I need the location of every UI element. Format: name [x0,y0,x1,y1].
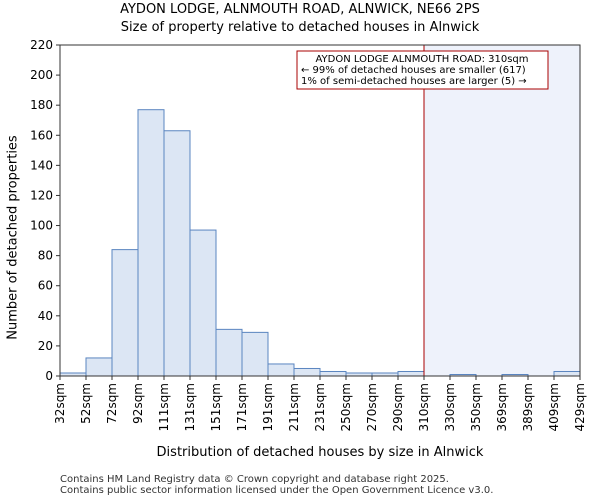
annotation-line-2: ← 99% of detached houses are smaller (61… [301,65,526,76]
x-tick-label: 111sqm [157,383,171,431]
annotation-line-3: 1% of semi-detached houses are larger (5… [301,76,527,87]
bar-131sqm [189,229,217,377]
x-tick-label: 211sqm [287,383,301,431]
marker-annotation: AYDON LODGE ALNMOUTH ROAD: 310sqm ← 99% … [296,50,549,90]
x-tick-label: 151sqm [209,383,223,431]
bar-52sqm [85,357,113,377]
bar-171sqm [241,331,269,377]
y-tick-label: 200 [30,68,53,82]
annotation-box [296,50,549,90]
bar-111sqm [163,130,191,377]
bar-151sqm [215,328,243,377]
bar-231sqm [319,370,347,377]
x-axis-label: Distribution of detached houses by size … [156,445,484,460]
x-tick-label: 231sqm [313,383,327,431]
x-tick-label: 270sqm [365,383,379,431]
highlight-region [424,45,580,376]
bar-290sqm [397,370,425,377]
x-tick-label: 131sqm [183,383,197,431]
x-tick-label: 310sqm [417,383,431,431]
x-tick-label: 171sqm [235,383,249,431]
y-tick-label: 20 [38,339,53,353]
x-tick-label: 350sqm [469,383,483,431]
x-tick-label: 429sqm [573,383,587,431]
x-tick-label: 72sqm [105,383,119,424]
y-tick-label: 60 [38,279,53,293]
y-tick-label: 0 [45,369,53,383]
chart-subtitle: Size of property relative to detached ho… [120,20,480,35]
footer-copyright: Contains HM Land Registry data © Crown c… [60,474,449,485]
y-tick-label: 180 [30,98,53,112]
footer-licence: Contains public sector information licen… [60,485,494,496]
x-tick-label: 290sqm [391,383,405,431]
x-tick-label: 389sqm [521,383,535,431]
x-tick-label: 92sqm [131,383,145,424]
y-tick-label: 120 [30,188,53,202]
bar-409sqm [553,370,581,377]
y-tick-label: 100 [30,219,53,233]
bars-group [59,109,581,377]
x-tick-label: 369sqm [495,383,509,431]
y-tick-label: 160 [30,128,53,142]
bar-211sqm [293,367,321,377]
x-tick-label: 409sqm [547,383,561,431]
bar-191sqm [267,363,295,377]
y-tick-label: 140 [30,158,53,172]
x-tick-label: 52sqm [79,383,93,424]
y-tick-label: 220 [30,38,53,52]
x-tick-label: 330sqm [443,383,457,431]
bar-72sqm [111,249,139,377]
x-tick-label: 191sqm [261,383,275,431]
y-tick-label: 40 [38,309,53,323]
y-axis: 0 20 40 60 80 100 120 140 160 180 200 220 [30,38,60,383]
x-tick-label: 250sqm [339,383,353,431]
y-axis-label: Number of detached properties [5,135,21,340]
y-tick-label: 80 [38,249,53,263]
chart-title: AYDON LODGE, ALNMOUTH ROAD, ALNWICK, NE6… [120,2,480,17]
x-tick-label: 32sqm [53,383,67,424]
bar-92sqm [137,109,165,377]
annotation-line-1: AYDON LODGE ALNMOUTH ROAD: 310sqm [315,54,528,65]
x-axis: 32sqm 52sqm 72sqm 92sqm 111sqm 131sqm 151sqm 17… [53,376,587,431]
